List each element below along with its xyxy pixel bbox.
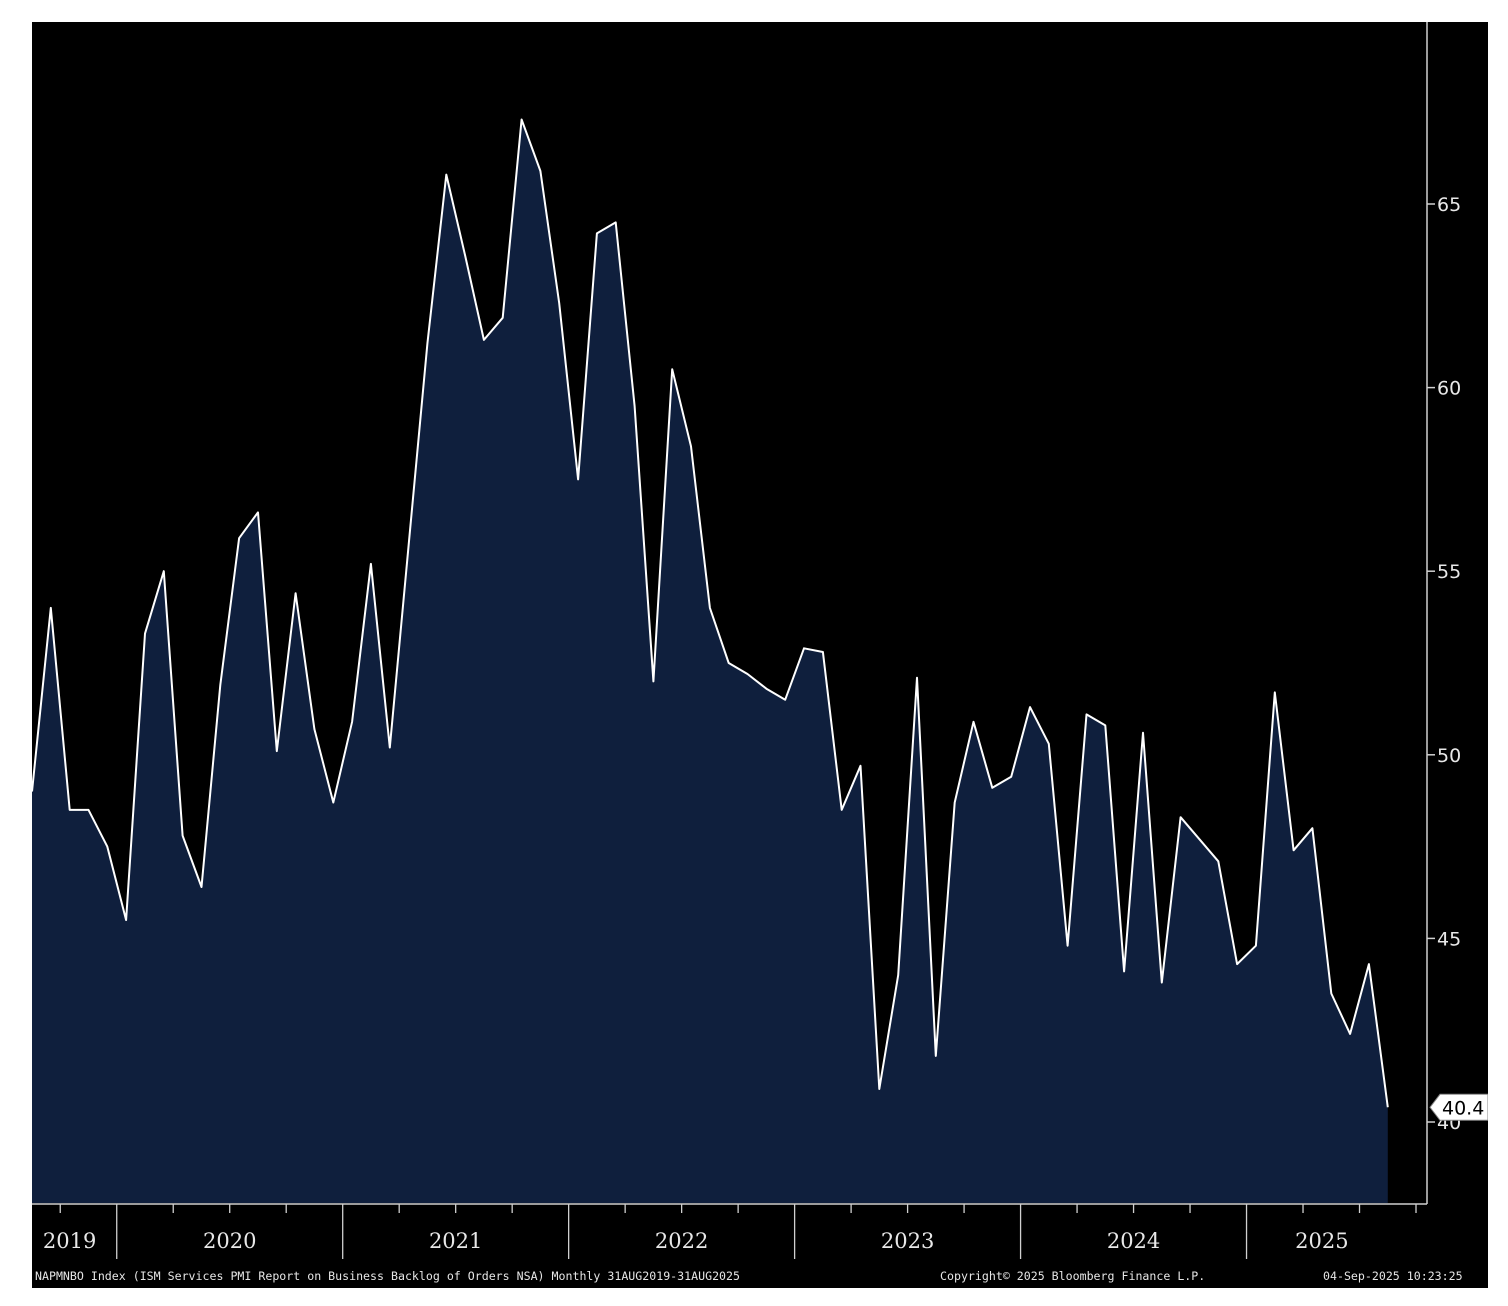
footer-timestamp: 04-Sep-2025 10:23:25 [1323,1269,1463,1283]
chart-footer: NAPMNBO Index (ISM Services PMI Report o… [32,1266,1488,1288]
x-tick-label: 2024 [1107,1229,1160,1253]
x-tick-label: 2020 [203,1229,256,1253]
y-tick-label: 65 [1437,194,1461,216]
y-tick-label: 50 [1437,745,1461,767]
series-line [32,118,1389,1108]
series-area [32,119,1388,1203]
y-tick-label: 60 [1437,378,1461,400]
footer-description: NAPMNBO Index (ISM Services PMI Report o… [35,1269,740,1283]
x-tick-label: 2025 [1295,1229,1348,1253]
last-value-label: 40.4 [1442,1097,1484,1119]
x-tick-label: 2021 [429,1229,482,1253]
last-value-badge [1429,1093,1488,1121]
x-tick-label: 2023 [881,1229,934,1253]
x-tick-label: 2019 [43,1229,96,1253]
chart-panel: 40 45 50 55 60 65 40.4 2019 2020 2021 2022 2023 2024… [32,22,1488,1288]
y-tick-label: 55 [1437,561,1461,583]
y-tick-label: 45 [1437,928,1461,950]
footer-copyright: Copyright© 2025 Bloomberg Finance L.P. [940,1269,1206,1283]
x-tick-label: 2022 [655,1229,708,1253]
